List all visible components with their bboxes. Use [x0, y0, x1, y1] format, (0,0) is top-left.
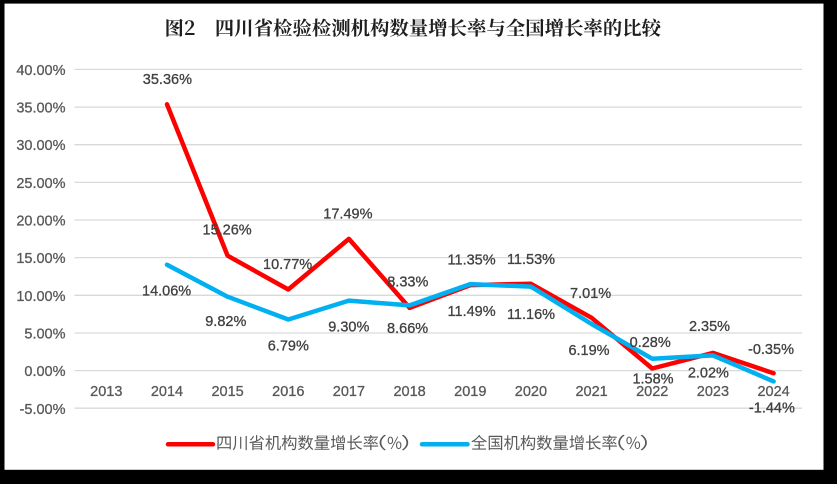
svg-text:-0.35%: -0.35% [748, 342, 794, 358]
svg-text:10.77%: 10.77% [263, 257, 312, 273]
svg-text:11.35%: 11.35% [448, 252, 496, 268]
svg-text:14.06%: 14.06% [142, 284, 191, 300]
svg-text:5.00%: 5.00% [24, 327, 65, 343]
svg-text:30.00%: 30.00% [16, 138, 65, 154]
svg-text:17.49%: 17.49% [323, 207, 372, 223]
svg-text:2.35%: 2.35% [689, 319, 730, 335]
svg-text:9.82%: 9.82% [205, 314, 246, 330]
svg-text:10.00%: 10.00% [16, 289, 65, 305]
svg-text:2015: 2015 [211, 384, 243, 400]
svg-text:6.79%: 6.79% [268, 339, 309, 355]
svg-text:2016: 2016 [272, 384, 304, 400]
svg-text:1.58%: 1.58% [632, 371, 673, 387]
svg-text:9.30%: 9.30% [328, 319, 369, 335]
svg-text:2022: 2022 [636, 384, 668, 400]
svg-text:2013: 2013 [90, 384, 122, 400]
svg-text:-1.44%: -1.44% [749, 401, 795, 417]
svg-text:2020: 2020 [515, 384, 547, 400]
svg-text:11.53%: 11.53% [507, 252, 555, 268]
svg-text:2021: 2021 [575, 384, 607, 400]
svg-text:35.00%: 35.00% [16, 101, 65, 117]
svg-text:2014: 2014 [151, 384, 183, 400]
svg-text:15.26%: 15.26% [203, 222, 252, 238]
svg-text:11.16%: 11.16% [507, 307, 555, 323]
svg-text:0.28%: 0.28% [630, 335, 671, 351]
svg-text:2018: 2018 [393, 384, 425, 400]
svg-text:11.49%: 11.49% [448, 304, 496, 320]
svg-text:0.00%: 0.00% [24, 364, 65, 380]
svg-text:8.66%: 8.66% [387, 321, 428, 337]
svg-text:2017: 2017 [333, 384, 365, 400]
svg-text:-5.00%: -5.00% [20, 402, 66, 418]
svg-text:25.00%: 25.00% [16, 176, 65, 192]
svg-text:20.00%: 20.00% [16, 214, 65, 230]
svg-text:2024: 2024 [757, 384, 789, 400]
svg-text:2019: 2019 [454, 384, 486, 400]
svg-text:2.02%: 2.02% [688, 366, 729, 382]
svg-text:15.00%: 15.00% [16, 251, 65, 267]
svg-text:40.00%: 40.00% [16, 63, 65, 79]
svg-text:35.36%: 35.36% [143, 72, 192, 88]
svg-text:2023: 2023 [697, 384, 729, 400]
svg-text:7.01%: 7.01% [570, 286, 611, 302]
svg-text:8.33%: 8.33% [387, 275, 428, 291]
svg-text:6.19%: 6.19% [568, 343, 609, 359]
